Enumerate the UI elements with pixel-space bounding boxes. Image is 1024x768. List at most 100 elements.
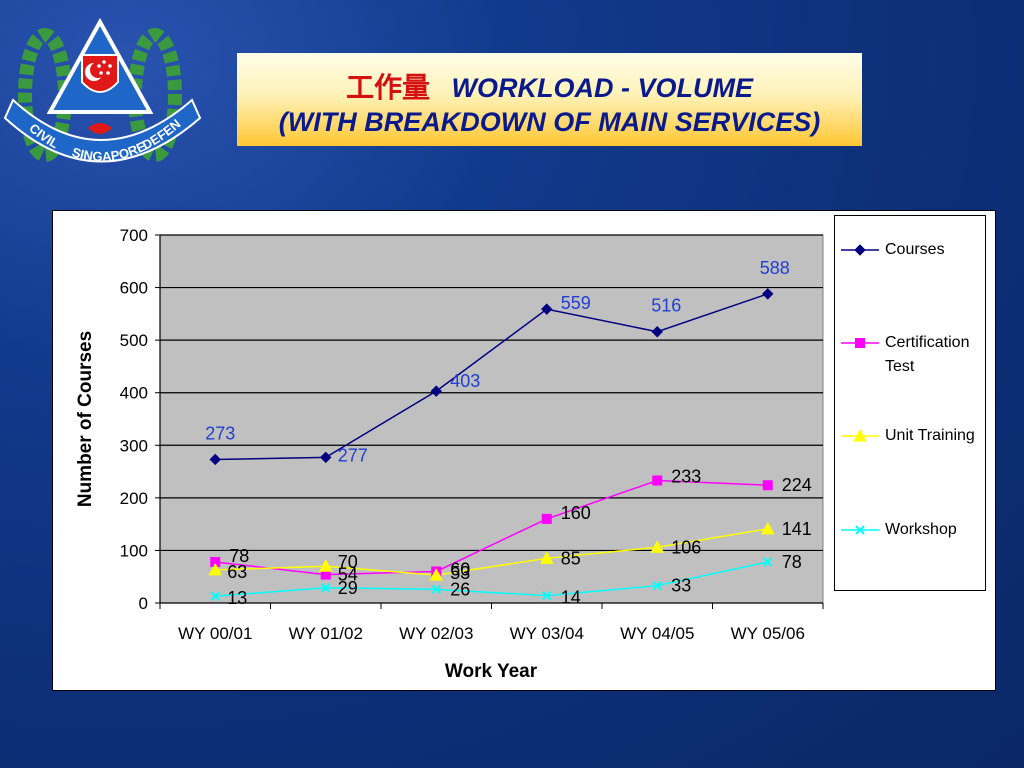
title-banner: 工作量 WORKLOAD - VOLUME (WITH BREAKDOWN OF… xyxy=(237,53,862,146)
data-point-diamond xyxy=(430,385,442,397)
data-point-x xyxy=(321,583,331,593)
data-point-x xyxy=(210,591,220,601)
data-point-triangle xyxy=(853,428,867,442)
data-label: 14 xyxy=(561,588,581,608)
y-tick-label: 200 xyxy=(120,489,148,508)
data-point-square xyxy=(762,480,773,491)
data-label: 33 xyxy=(671,576,691,596)
y-tick-labels: 0 100 200 300 400 500 600 700 xyxy=(120,226,148,613)
title-chinese: 工作量 xyxy=(345,71,430,104)
data-labels: 273 277 403 559 516 588 78 54 60 160 233 224 63 70 53 8… xyxy=(205,258,812,608)
y-tick-label: 400 xyxy=(120,384,148,403)
data-point-triangle xyxy=(429,568,444,581)
data-point-triangle xyxy=(539,551,554,564)
legend-label: Courses xyxy=(885,241,945,258)
x-axis-title: Work Year xyxy=(445,661,538,682)
data-point-diamond xyxy=(651,326,663,338)
legend-swatch xyxy=(841,525,879,535)
x-stroke xyxy=(652,580,662,591)
y-tick-label: 100 xyxy=(120,541,148,560)
axes xyxy=(155,234,824,609)
data-point-x xyxy=(542,590,552,601)
title-english: WORKLOAD - VOLUME xyxy=(451,73,753,103)
data-label: 29 xyxy=(338,578,358,598)
data-point-diamond xyxy=(320,451,332,464)
data-label: 13 xyxy=(227,588,247,608)
data-label: 141 xyxy=(782,519,812,539)
y-tick-label: 0 xyxy=(139,594,148,613)
data-label: 224 xyxy=(782,475,812,495)
y-tick-label: 600 xyxy=(120,279,148,298)
x-stroke xyxy=(542,590,552,601)
data-point-square xyxy=(855,338,865,348)
plot-area xyxy=(159,234,824,604)
y-tick-label: 700 xyxy=(120,226,148,245)
shield-icon xyxy=(81,54,119,93)
data-point-x xyxy=(763,557,773,567)
x-tick-label: WY 02/03 xyxy=(399,624,473,643)
gridlines xyxy=(160,234,823,552)
data-label: 26 xyxy=(450,579,470,599)
data-label: 559 xyxy=(561,293,591,313)
data-label: 233 xyxy=(671,467,701,487)
legend-label: Unit Training xyxy=(885,427,975,444)
data-point-diamond xyxy=(209,453,221,466)
data-point-square xyxy=(652,475,663,486)
data-label: 588 xyxy=(760,258,790,278)
data-label: 78 xyxy=(782,552,802,572)
data-label: 160 xyxy=(561,503,591,523)
x-tick-label: WY 00/01 xyxy=(178,624,252,643)
data-label: 63 xyxy=(227,562,247,582)
chart-panel: 0 100 200 300 400 500 600 700 WY 00/01 WY 01/02 W… xyxy=(52,210,996,691)
data-point-square xyxy=(541,513,552,524)
data-label: 277 xyxy=(338,445,368,465)
data-point-x xyxy=(855,525,865,535)
data-point-triangle xyxy=(318,559,333,572)
chart-legend: Courses Certification Test Unit Training Wo… xyxy=(834,215,986,591)
data-point-diamond xyxy=(762,288,774,300)
data-label: 78 xyxy=(229,546,249,566)
data-label: 54 xyxy=(338,565,358,585)
series-lines xyxy=(208,288,775,601)
series-line xyxy=(215,528,768,576)
data-label: 60 xyxy=(450,559,470,579)
legend-swatch xyxy=(841,338,879,348)
x-tick-label: WY 01/02 xyxy=(289,624,363,643)
y-tick-label: 500 xyxy=(120,331,148,350)
data-label: 403 xyxy=(450,371,480,391)
x-stroke xyxy=(763,557,773,567)
legend-swatch xyxy=(841,244,879,256)
title-line: 工作量 WORKLOAD - VOLUME xyxy=(237,71,862,105)
x-tick-label: WY 05/06 xyxy=(731,624,805,643)
x-tick-label: WY 03/04 xyxy=(510,624,584,643)
data-label: 273 xyxy=(205,423,235,443)
data-point-triangle xyxy=(208,562,223,576)
data-label: 106 xyxy=(671,537,701,557)
x-stroke xyxy=(210,591,220,601)
x-tick-label: WY 04/05 xyxy=(620,624,694,643)
scdf-logo: CIVIL SINGAPORE DEFENCE xyxy=(0,0,202,164)
legend-swatch xyxy=(841,428,879,442)
x-stroke xyxy=(431,584,441,595)
data-label: 85 xyxy=(561,548,581,568)
legend-label: Workshop xyxy=(885,521,957,538)
data-point-x xyxy=(652,580,662,591)
x-stroke xyxy=(855,525,865,535)
data-label: 70 xyxy=(338,552,358,572)
data-point-diamond xyxy=(541,303,553,315)
series-line xyxy=(215,561,768,597)
data-label: 53 xyxy=(450,563,470,583)
data-point-diamond xyxy=(854,244,866,256)
x-stroke xyxy=(321,583,331,593)
data-point-triangle xyxy=(650,540,665,553)
series-line xyxy=(215,479,768,576)
y-axis-title: Number of Courses xyxy=(75,331,96,507)
data-point-triangle xyxy=(760,521,775,535)
series-line xyxy=(215,293,768,461)
data-point-x xyxy=(431,584,441,595)
data-label: 516 xyxy=(651,296,681,316)
x-tick-labels: WY 00/01 WY 01/02 WY 02/03 WY 03/04 WY 04/05… xyxy=(178,624,805,643)
y-tick-label: 300 xyxy=(120,436,148,455)
subtitle: (WITH BREAKDOWN OF MAIN SERVICES) xyxy=(278,107,821,137)
